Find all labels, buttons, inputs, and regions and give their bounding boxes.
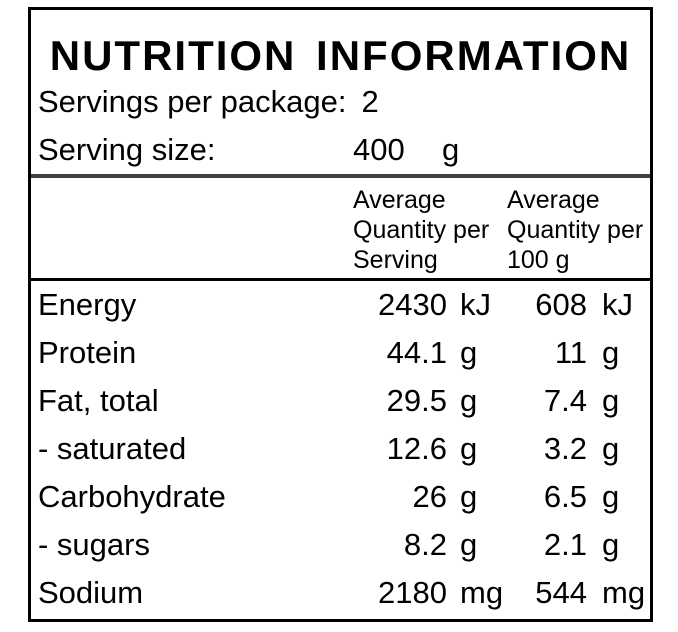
nutrient-label: - saturated [38,431,187,466]
per-serving-unit: kJ [460,287,491,322]
per-serving-unit: g [460,383,478,418]
per-serving-value: 2430 [378,287,447,322]
per-serving-value: 44.1 [386,335,447,370]
per-100g-value: 7.4 [543,383,587,418]
per-100g-value: 6.5 [543,479,587,514]
table-row: - sugars 8.2 g 2.1 g [31,521,650,569]
nutrient-label: Carbohydrate [38,479,226,514]
panel-title-row: NUTRITION INFORMATION [31,10,650,78]
table-row: Carbohydrate 26 g 6.5 g [31,473,650,521]
per-100g-value: 2.1 [543,527,587,562]
per-100g-unit: g [602,527,620,562]
serving-size-unit: g [442,132,460,167]
divider-thin [31,278,650,281]
nutrition-information-panel: NUTRITION INFORMATION Servings per packa… [28,7,653,622]
panel-title: NUTRITION INFORMATION [49,32,632,79]
servings-per-package-label: Servings per package: [38,84,347,119]
per-100g-value: 11 [554,335,587,370]
serving-size-row: Serving size: 400 g [31,126,650,174]
per-100g-unit: mg [602,575,646,610]
per-100g-unit: g [602,479,620,514]
per-serving-column-header: Average Quantity per Serving [353,186,490,274]
per-100g-unit: kJ [602,287,633,322]
per-100g-value: 608 [535,287,587,322]
table-row: - saturated 12.6 g 3.2 g [31,425,650,473]
servings-per-package-value: 2 [361,84,379,119]
table-row: Sodium 2180 mg 544 mg [31,569,650,617]
per-100g-value: 3.2 [543,431,587,466]
per-serving-value: 2180 [378,575,447,610]
per-serving-value: 8.2 [403,527,447,562]
per-100g-unit: g [602,383,620,418]
servings-per-package-row: Servings per package: 2 [31,78,650,126]
column-header-row: Average Quantity per Serving Average Qua… [31,178,650,278]
nutrient-label: Sodium [38,575,144,610]
serving-size-value: 400 [353,132,405,167]
table-row: Protein 44.1 g 11 g [31,329,650,377]
per-serving-value: 12.6 [386,431,447,466]
per-serving-unit: g [460,479,478,514]
per-100g-column-header: Average Quantity per 100 g [507,186,644,274]
per-serving-unit: g [460,431,478,466]
per-serving-unit: mg [460,575,504,610]
divider-thick [31,174,650,178]
nutrient-column-spacer [31,185,353,278]
serving-size-label: Serving size: [38,132,216,167]
per-serving-unit: g [460,527,478,562]
per-100g-unit: g [602,335,620,370]
nutrient-label: Fat, total [38,383,159,418]
per-serving-value: 29.5 [386,383,447,418]
nutrient-label: Energy [38,287,137,322]
nutrient-label: - sugars [38,527,150,562]
per-serving-value: 26 [412,479,447,514]
table-row: Fat, total 29.5 g 7.4 g [31,377,650,425]
nutrient-table: Energy 2430 kJ 608 kJ Protein 44.1 g 11 … [31,281,650,617]
nutrient-label: Protein [38,335,137,370]
table-row: Energy 2430 kJ 608 kJ [31,281,650,329]
per-100g-value: 544 [535,575,587,610]
per-serving-unit: g [460,335,478,370]
per-100g-unit: g [602,431,620,466]
